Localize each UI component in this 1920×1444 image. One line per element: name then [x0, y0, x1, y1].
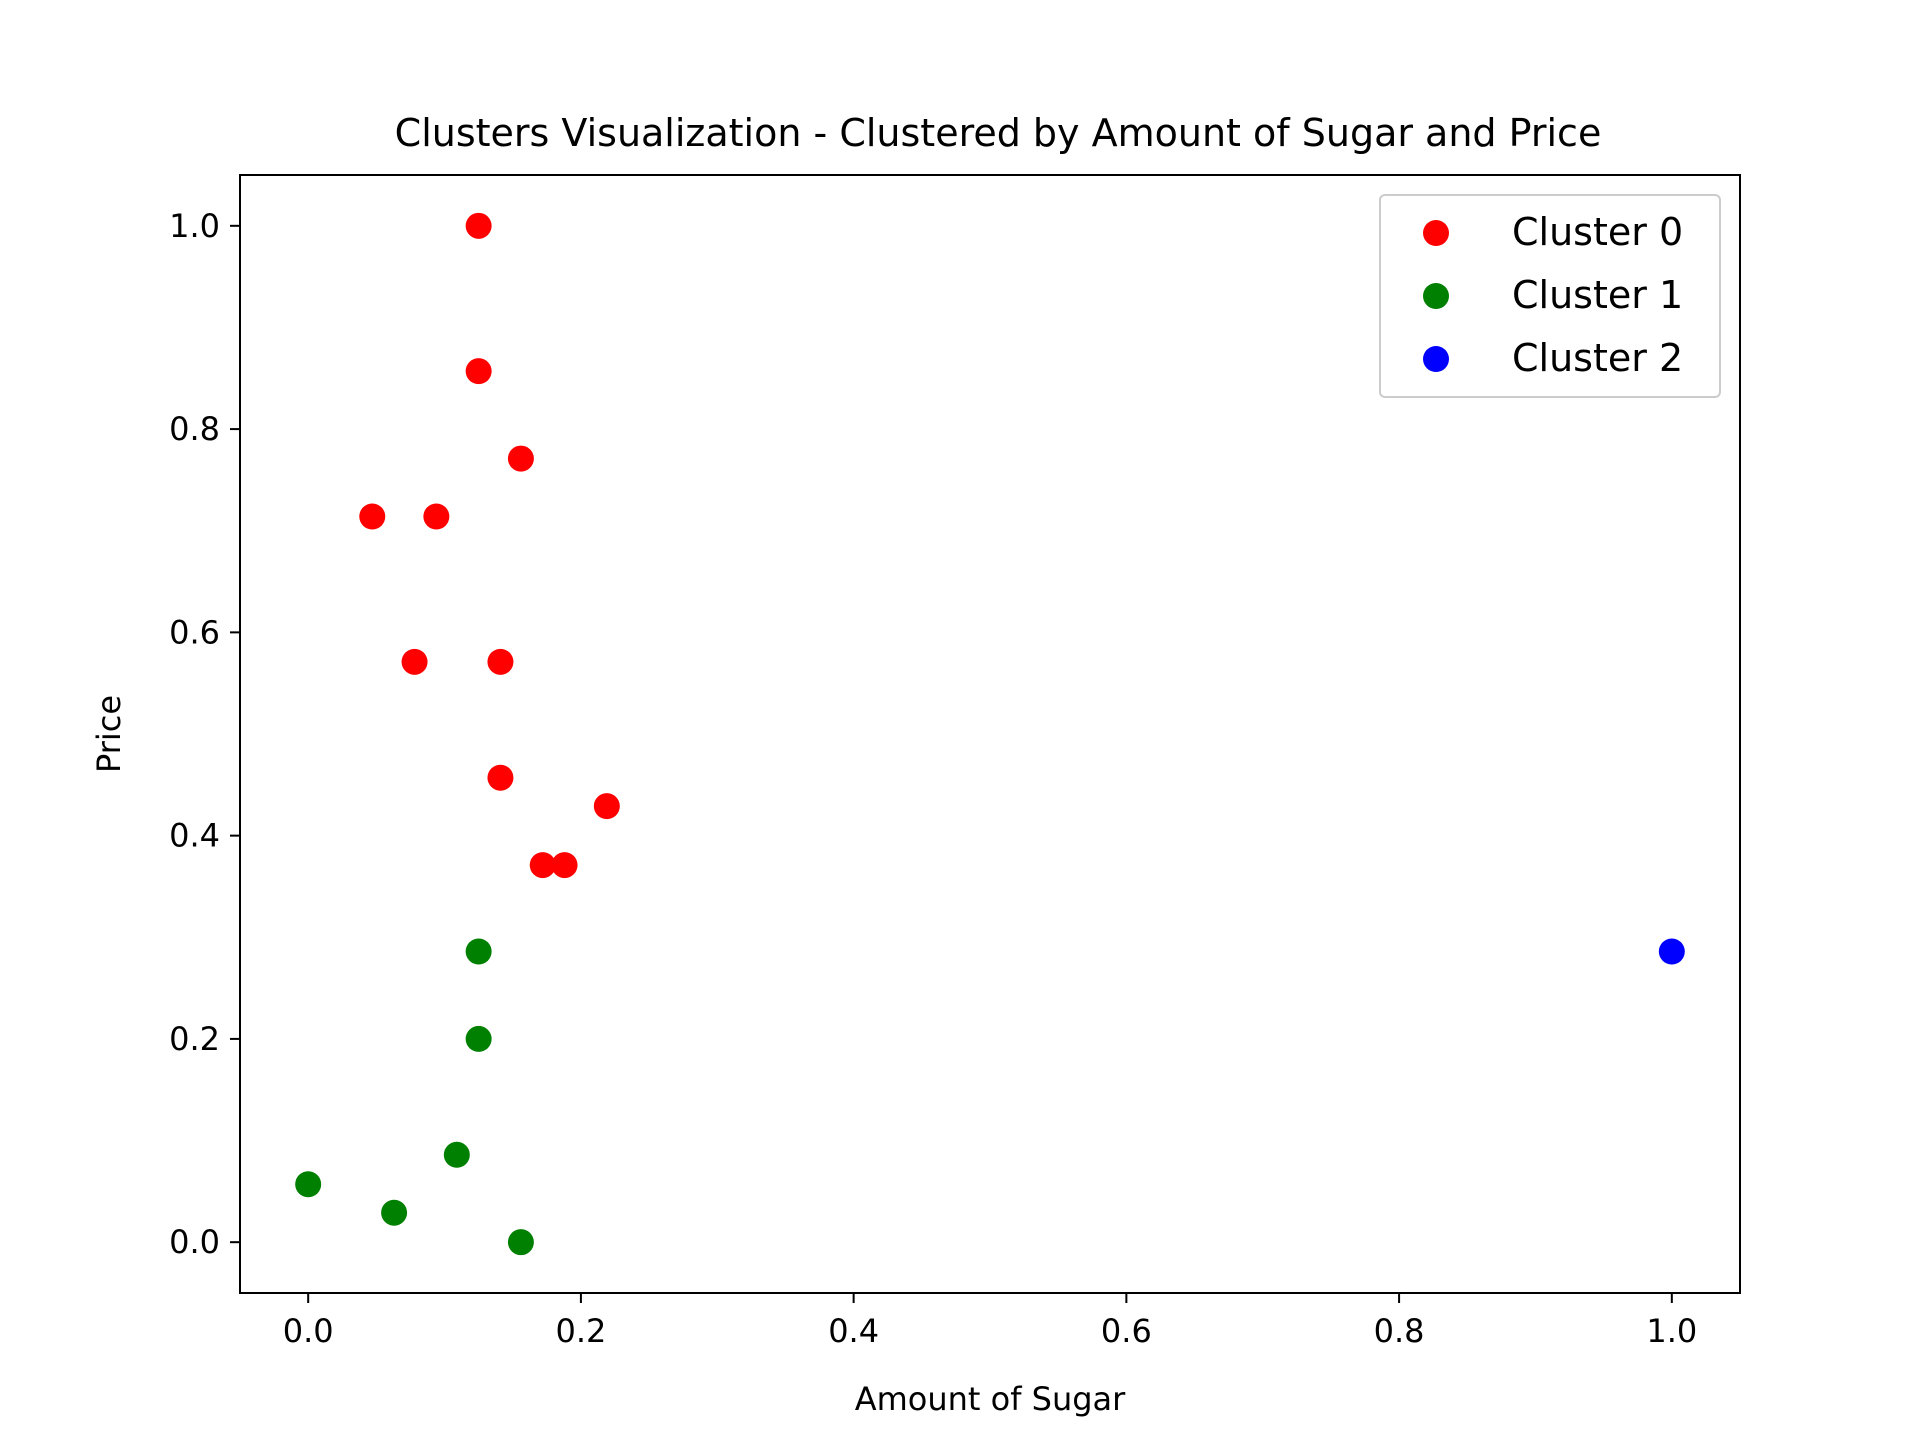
- x-tick-label: 0.0: [283, 1312, 334, 1350]
- data-point-0-9: [529, 852, 556, 879]
- legend-label: Cluster 1: [1512, 273, 1683, 317]
- data-point-0-8: [593, 793, 620, 820]
- x-tick-label: 0.2: [555, 1312, 606, 1350]
- legend-marker: [1423, 283, 1449, 309]
- x-tick-label: 0.8: [1374, 1312, 1425, 1350]
- data-point-1-2: [443, 1141, 470, 1168]
- plot-frame: [239, 174, 1741, 1294]
- chart-title: Clusters Visualization - Clustered by Am…: [395, 111, 1602, 155]
- data-point-0-4: [423, 503, 450, 530]
- y-tick-label: 0.0: [169, 1223, 220, 1261]
- legend: Cluster 0 Cluster 1 Cluster 2: [1379, 194, 1721, 398]
- x-axis-label: Amount of Sugar: [855, 1380, 1126, 1418]
- data-point-0-3: [359, 503, 386, 530]
- legend-marker: [1423, 220, 1449, 246]
- data-point-1-4: [381, 1199, 408, 1226]
- data-point-0-7: [487, 764, 514, 791]
- data-point-1-0: [465, 938, 492, 965]
- data-point-0-0: [465, 212, 492, 239]
- data-point-2-0: [1658, 938, 1685, 965]
- y-axis-label: Price: [90, 695, 128, 773]
- legend-box: [1379, 194, 1721, 398]
- data-point-1-3: [295, 1171, 322, 1198]
- y-tick-label: 0.6: [169, 613, 220, 651]
- data-point-0-10: [551, 852, 578, 879]
- legend-label: Cluster 0: [1512, 210, 1683, 254]
- data-point-0-1: [465, 358, 492, 385]
- x-axis-ticks: 0.0 0.2 0.4 0.6 0.8 1.0: [283, 1293, 1697, 1350]
- data-point-0-5: [401, 648, 428, 675]
- data-point-0-2: [507, 445, 534, 472]
- x-tick-label: 0.6: [1101, 1312, 1152, 1350]
- y-tick-label: 0.2: [169, 1020, 220, 1058]
- x-tick-label: 1.0: [1646, 1312, 1697, 1350]
- legend-label: Cluster 2: [1512, 336, 1683, 380]
- data-point-1-1: [465, 1025, 492, 1052]
- data-points: [295, 212, 1685, 1256]
- y-axis-ticks: 0.0 0.2 0.4 0.6 0.8 1.0: [169, 207, 240, 1261]
- data-point-1-5: [507, 1229, 534, 1256]
- y-tick-label: 1.0: [169, 207, 220, 245]
- x-tick-label: 0.4: [828, 1312, 879, 1350]
- data-point-0-6: [487, 648, 514, 675]
- y-tick-label: 0.4: [169, 817, 220, 855]
- legend-marker: [1423, 346, 1449, 372]
- y-tick-label: 0.8: [169, 410, 220, 448]
